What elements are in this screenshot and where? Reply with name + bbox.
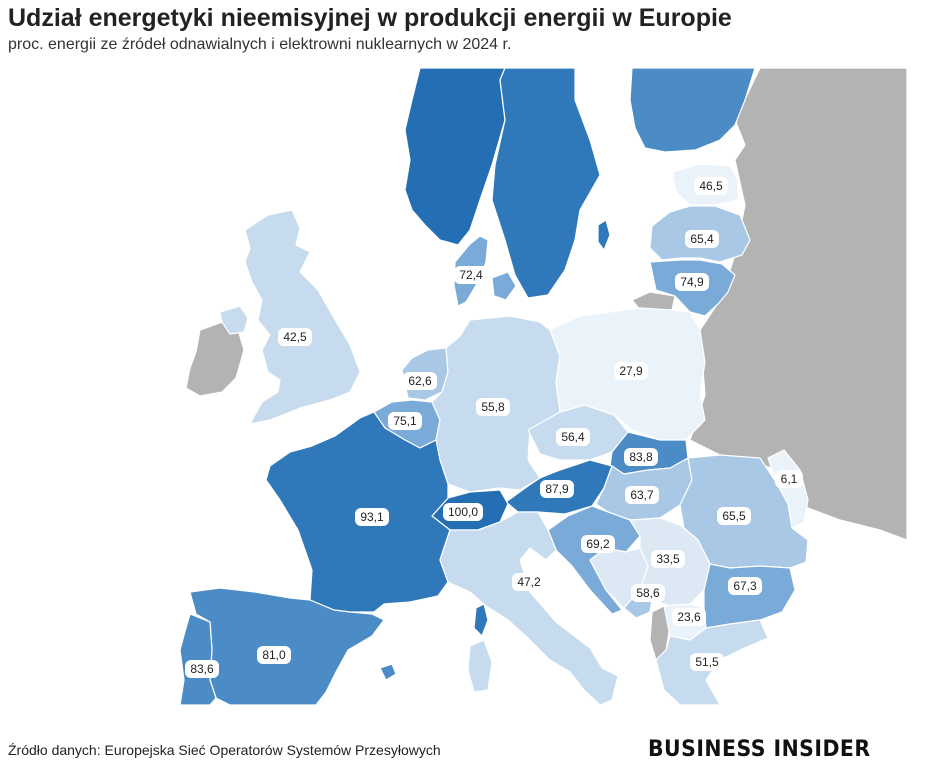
italy-region <box>439 511 619 705</box>
label-italy: 47,2 <box>512 573 546 591</box>
label-spain: 81,0 <box>257 646 291 664</box>
label-lithuania: 74,9 <box>675 273 709 291</box>
data-source-note: Źródło danych: Europejska Sieć Operatoró… <box>8 742 441 758</box>
map-subtitle: proc. energii ze źródeł odnawialnych i e… <box>8 36 512 53</box>
label-latvia: 65,4 <box>685 230 719 248</box>
value-slovenia-croatia: 69,2 <box>586 537 610 551</box>
value-north-macedonia: 23,6 <box>677 610 701 624</box>
value-lithuania: 74,9 <box>680 275 704 289</box>
value-italy: 47,2 <box>517 575 541 589</box>
value-latvia: 65,4 <box>690 232 714 246</box>
value-bosnia: 58,6 <box>636 586 660 600</box>
value-greece: 51,5 <box>695 655 719 669</box>
value-spain: 81,0 <box>262 648 286 662</box>
label-belgium: 75,1 <box>388 412 422 430</box>
label-denmark: 72,4 <box>454 266 488 284</box>
label-france: 93,1 <box>355 508 389 526</box>
label-moldova: 6,1 <box>775 470 803 488</box>
finland-region <box>629 68 756 153</box>
kaliningrad-region <box>631 291 676 311</box>
corsica-region <box>473 603 489 637</box>
value-austria: 87,9 <box>545 482 569 496</box>
label-austria: 87,9 <box>540 480 574 498</box>
label-poland: 27,9 <box>614 362 648 380</box>
value-portugal: 83,6 <box>190 662 214 676</box>
gotland-region <box>597 219 611 251</box>
value-romania: 65,5 <box>722 509 746 523</box>
value-uk: 42,5 <box>283 330 307 344</box>
value-slovakia: 83,8 <box>629 450 653 464</box>
value-estonia: 46,5 <box>699 179 723 193</box>
label-bosnia: 58,6 <box>631 584 665 602</box>
uk-region <box>244 209 361 425</box>
balearic-region <box>379 663 397 681</box>
value-germany: 55,8 <box>481 400 505 414</box>
value-moldova: 6,1 <box>781 472 798 486</box>
value-hungary: 63,7 <box>630 488 654 502</box>
label-north-macedonia: 23,6 <box>672 608 706 626</box>
label-slovenia-croatia: 69,2 <box>581 535 615 553</box>
value-poland: 27,9 <box>619 364 643 378</box>
value-bulgaria: 67,3 <box>733 579 757 593</box>
label-germany: 55,8 <box>476 398 510 416</box>
label-greece: 51,5 <box>690 653 724 671</box>
business-insider-logo: BUSINESS INSIDER <box>648 737 871 762</box>
sardinia-region <box>467 639 493 693</box>
map-title: Udział energetyki nieemisyjnej w produkc… <box>8 4 732 32</box>
label-estonia: 46,5 <box>694 177 728 195</box>
northern-ireland-region <box>219 305 249 335</box>
label-czechia: 56,4 <box>556 428 590 446</box>
label-netherlands: 62,6 <box>403 372 437 390</box>
value-france: 93,1 <box>360 510 384 524</box>
zealand-region <box>491 271 517 301</box>
value-czechia: 56,4 <box>561 430 585 444</box>
value-denmark: 72,4 <box>459 268 483 282</box>
value-switzerland: 100,0 <box>448 505 478 519</box>
portugal-region <box>179 613 217 705</box>
label-switzerland: 100,0 <box>443 503 483 521</box>
label-bulgaria: 67,3 <box>728 577 762 595</box>
value-serbia: 33,5 <box>656 552 680 566</box>
bulgaria-region <box>703 563 796 629</box>
value-belgium: 75,1 <box>393 414 417 428</box>
label-portugal: 83,6 <box>185 660 219 678</box>
label-serbia: 33,5 <box>651 550 685 568</box>
value-netherlands: 62,6 <box>408 374 432 388</box>
norway-region <box>404 68 506 246</box>
label-uk: 42,5 <box>278 328 312 346</box>
label-romania: 65,5 <box>717 507 751 525</box>
sweden-region <box>491 68 601 299</box>
label-hungary: 63,7 <box>625 486 659 504</box>
label-slovakia: 83,8 <box>624 448 658 466</box>
